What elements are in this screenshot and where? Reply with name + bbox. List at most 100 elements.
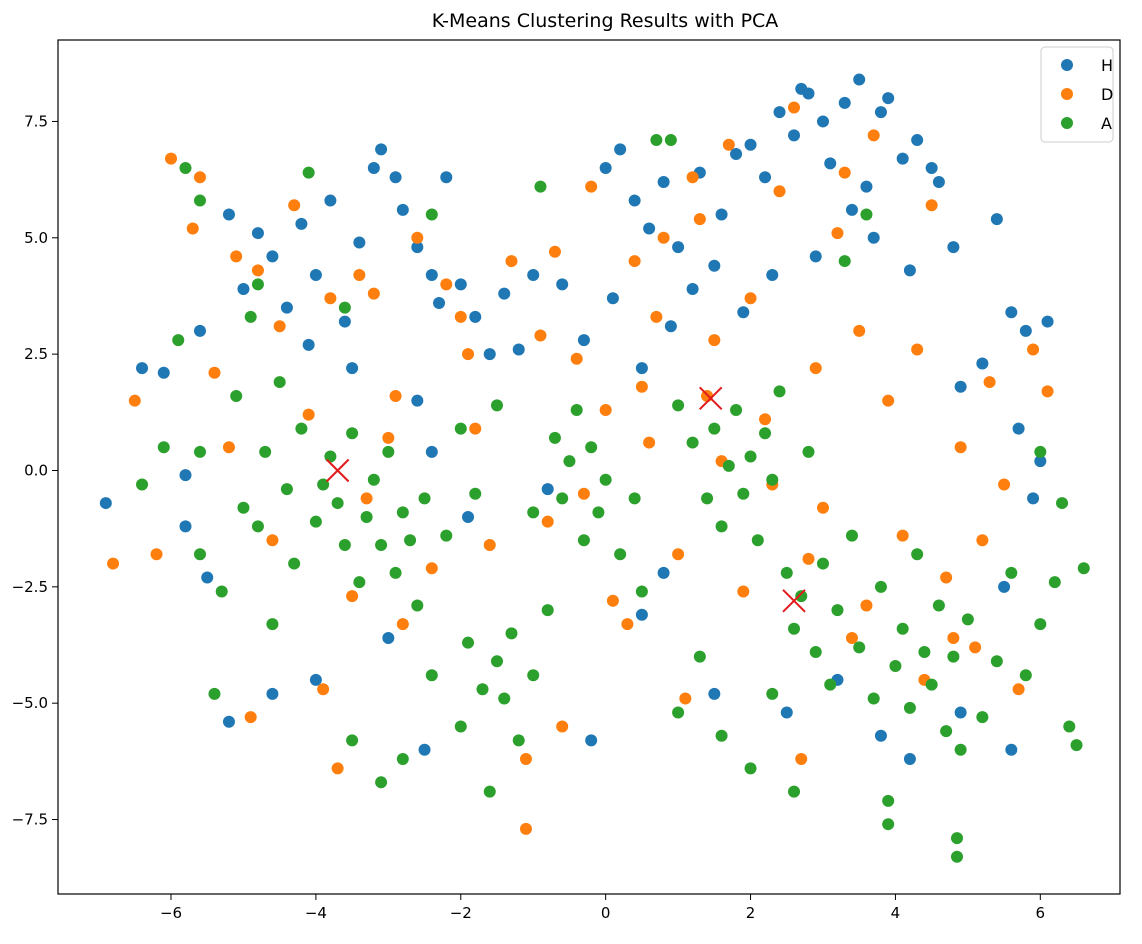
- point-D: [389, 390, 402, 403]
- point-A: [686, 436, 699, 449]
- point-A: [751, 534, 764, 547]
- point-D: [925, 199, 938, 212]
- point-A: [556, 492, 569, 505]
- point-H: [99, 497, 112, 510]
- point-D: [440, 278, 453, 291]
- point-D: [396, 618, 409, 631]
- point-H: [295, 217, 308, 230]
- point-A: [389, 566, 402, 579]
- x-tick-label: −4: [305, 904, 327, 922]
- point-A: [396, 506, 409, 519]
- point-H: [483, 348, 496, 361]
- point-H: [838, 96, 851, 109]
- point-A: [585, 441, 598, 454]
- point-A: [490, 655, 503, 668]
- point-H: [816, 115, 829, 128]
- point-D: [650, 310, 663, 323]
- point-H: [715, 208, 728, 221]
- centroids-layer: [325, 386, 806, 613]
- point-D: [577, 487, 590, 500]
- point-H: [809, 250, 822, 263]
- point-A: [193, 548, 206, 561]
- point-D: [911, 343, 924, 356]
- point-H: [744, 138, 757, 151]
- point-A: [1048, 576, 1061, 589]
- point-A: [425, 208, 438, 221]
- point-A: [440, 529, 453, 542]
- point-D: [360, 492, 373, 505]
- point-A: [672, 399, 685, 412]
- point-H: [375, 143, 388, 156]
- point-A: [469, 487, 482, 500]
- x-tick-label: −2: [450, 904, 472, 922]
- point-A: [309, 515, 322, 528]
- point-A: [860, 208, 873, 221]
- point-A: [932, 599, 945, 612]
- legend-label: H: [1101, 56, 1113, 75]
- point-H: [179, 469, 192, 482]
- point-D: [107, 557, 120, 570]
- point-A: [715, 520, 728, 533]
- point-A: [1034, 445, 1047, 458]
- point-A: [411, 599, 424, 612]
- point-D: [273, 320, 286, 333]
- point-H: [1019, 324, 1032, 337]
- point-A: [331, 497, 344, 510]
- point-H: [411, 241, 424, 254]
- point-A: [853, 641, 866, 654]
- point-A: [961, 613, 974, 626]
- point-A: [288, 557, 301, 570]
- point-A: [541, 604, 554, 617]
- point-A: [1077, 562, 1090, 575]
- point-D: [795, 753, 808, 766]
- point-A: [744, 762, 757, 775]
- point-A: [874, 580, 887, 593]
- y-tick-label: 5.0: [24, 229, 48, 247]
- point-H: [396, 203, 409, 216]
- point-H: [541, 483, 554, 496]
- point-H: [845, 203, 858, 216]
- point-A: [317, 478, 330, 491]
- point-H: [759, 171, 772, 184]
- point-H: [222, 715, 235, 728]
- point-A: [251, 520, 264, 533]
- point-D: [628, 255, 641, 268]
- point-D: [288, 199, 301, 212]
- point-A: [650, 134, 663, 147]
- point-D: [519, 753, 532, 766]
- point-D: [621, 618, 634, 631]
- point-D: [969, 641, 982, 654]
- point-H: [643, 222, 656, 235]
- point-D: [317, 683, 330, 696]
- point-A: [744, 450, 757, 463]
- point-A: [766, 687, 779, 700]
- point-A: [396, 753, 409, 766]
- point-A: [925, 678, 938, 691]
- x-tick-label: 6: [1036, 904, 1046, 922]
- point-H: [954, 380, 967, 393]
- point-H: [527, 269, 540, 282]
- legend-marker-D: [1061, 88, 1073, 100]
- point-D: [759, 413, 772, 426]
- point-A: [882, 818, 895, 831]
- point-D: [867, 129, 880, 142]
- point-A: [592, 506, 605, 519]
- point-H: [925, 161, 938, 174]
- point-D: [860, 599, 873, 612]
- point-H: [657, 175, 670, 188]
- point-H: [382, 632, 395, 645]
- point-H: [433, 296, 446, 309]
- point-D: [599, 403, 612, 416]
- legend: HDA: [1040, 46, 1114, 143]
- point-D: [954, 441, 967, 454]
- point-H: [469, 310, 482, 323]
- point-A: [570, 403, 583, 416]
- point-D: [896, 529, 909, 542]
- point-D: [845, 632, 858, 645]
- point-A: [157, 441, 170, 454]
- point-D: [353, 269, 366, 282]
- point-A: [911, 548, 924, 561]
- point-H: [425, 269, 438, 282]
- point-H: [628, 194, 641, 207]
- point-D: [744, 292, 757, 305]
